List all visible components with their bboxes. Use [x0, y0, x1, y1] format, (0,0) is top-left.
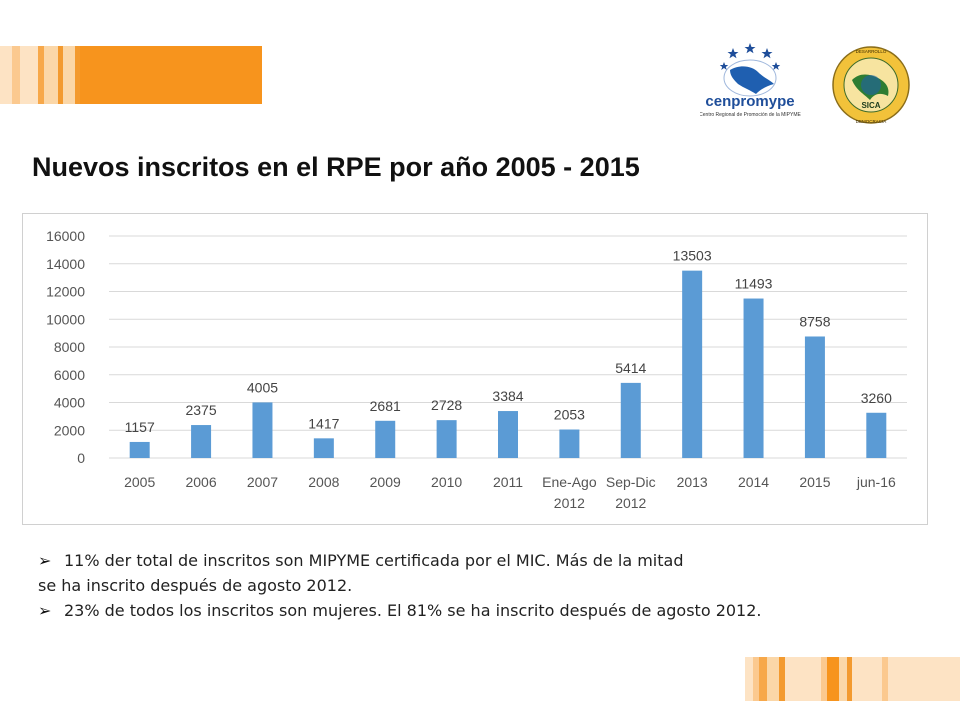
bar [620, 382, 641, 458]
note-text: 23% de todos los inscritos son mujeres. … [64, 601, 762, 620]
y-tick-label: 14000 [46, 256, 85, 272]
data-label: 8758 [799, 313, 830, 329]
svg-text:SICA: SICA [861, 101, 880, 110]
x-tick-label: 2012 [615, 495, 646, 511]
svg-text:DEMOCRACIA: DEMOCRACIA [856, 119, 887, 124]
x-tick-label: Sep-Dic [606, 474, 656, 490]
x-tick-label: 2009 [370, 474, 401, 490]
y-tick-label: 2000 [54, 422, 85, 438]
bar [313, 438, 334, 458]
x-tick-label: jun-16 [856, 474, 896, 490]
y-tick-label: 6000 [54, 367, 85, 383]
bar [804, 336, 825, 458]
data-label: 13503 [673, 248, 712, 264]
sica-logo: SICA DESARROLLO DEMOCRACIA [830, 44, 912, 126]
bar-chart: 0 2000 4000 6000 8000 10000 12000 14000 16000 115… [46, 228, 907, 511]
y-tick-label: 0 [77, 450, 85, 466]
y-tick-label: 8000 [54, 339, 85, 355]
arrow-bullet-icon: ➢ [38, 601, 52, 620]
bar [436, 420, 457, 458]
bar [129, 441, 150, 458]
bar [682, 270, 703, 458]
notes: ➢ 11% der total de inscritos son MIPYME c… [38, 548, 918, 623]
note-line-2: se ha inscrito después de agosto 2012. [38, 573, 918, 598]
note-text: 11% der total de inscritos son MIPYME ce… [64, 551, 684, 570]
x-tick-label: 2014 [738, 474, 769, 490]
y-tick-label: 16000 [46, 228, 85, 244]
bar [191, 425, 212, 458]
x-tick-label: 2010 [431, 474, 462, 490]
chart-frame: 0 2000 4000 6000 8000 10000 12000 14000 16000 115… [22, 213, 928, 525]
bar [866, 412, 887, 458]
bar [252, 402, 273, 458]
arrow-bullet-icon: ➢ [38, 551, 52, 570]
svg-text:cenpromype: cenpromype [705, 93, 794, 110]
note-line-3: ➢ 23% de todos los inscritos son mujeres.… [38, 598, 918, 623]
data-label: 4005 [247, 379, 278, 395]
note-line-1: ➢ 11% der total de inscritos son MIPYME c… [38, 548, 918, 573]
x-tick-label: 2005 [124, 474, 155, 490]
y-tick-label: 12000 [46, 284, 85, 300]
data-label: 1417 [308, 415, 339, 431]
bar [743, 298, 764, 458]
bar [559, 429, 580, 458]
data-label: 1157 [125, 419, 155, 435]
x-tick-label: 2012 [554, 495, 585, 511]
cenpromype-logo: cenpromype Centro Regional de Promoción … [699, 40, 820, 128]
data-label: 2681 [370, 398, 401, 414]
data-label: 11493 [735, 276, 773, 292]
decorative-stripes-bottom [745, 657, 960, 701]
svg-text:DESARROLLO: DESARROLLO [856, 49, 887, 54]
data-label: 2375 [185, 402, 216, 418]
bar [498, 411, 518, 458]
x-tick-label: 2013 [677, 474, 708, 490]
y-tick-label: 4000 [54, 395, 85, 411]
x-tick-label: Ene-Ago [542, 474, 597, 490]
bar [375, 420, 396, 458]
note-text: se ha inscrito después de agosto 2012. [38, 576, 353, 595]
svg-text:Centro Regional de Promoción d: Centro Regional de Promoción de la MIPYM… [700, 112, 802, 118]
data-label: 2728 [431, 397, 462, 413]
data-label: 2053 [554, 407, 585, 423]
x-tick-label: 2007 [247, 474, 278, 490]
data-label: 5414 [615, 360, 646, 376]
y-tick-label: 10000 [46, 311, 85, 327]
x-tick-label: 2008 [308, 474, 339, 490]
x-tick-label: 2011 [493, 474, 523, 490]
data-label: 3384 [492, 388, 523, 404]
x-tick-label: 2015 [799, 474, 830, 490]
decorative-stripes-top [0, 46, 262, 104]
page-title: Nuevos inscritos en el RPE por año 2005 … [32, 152, 640, 182]
x-tick-label: 2006 [185, 474, 216, 490]
data-label: 3260 [861, 390, 892, 406]
